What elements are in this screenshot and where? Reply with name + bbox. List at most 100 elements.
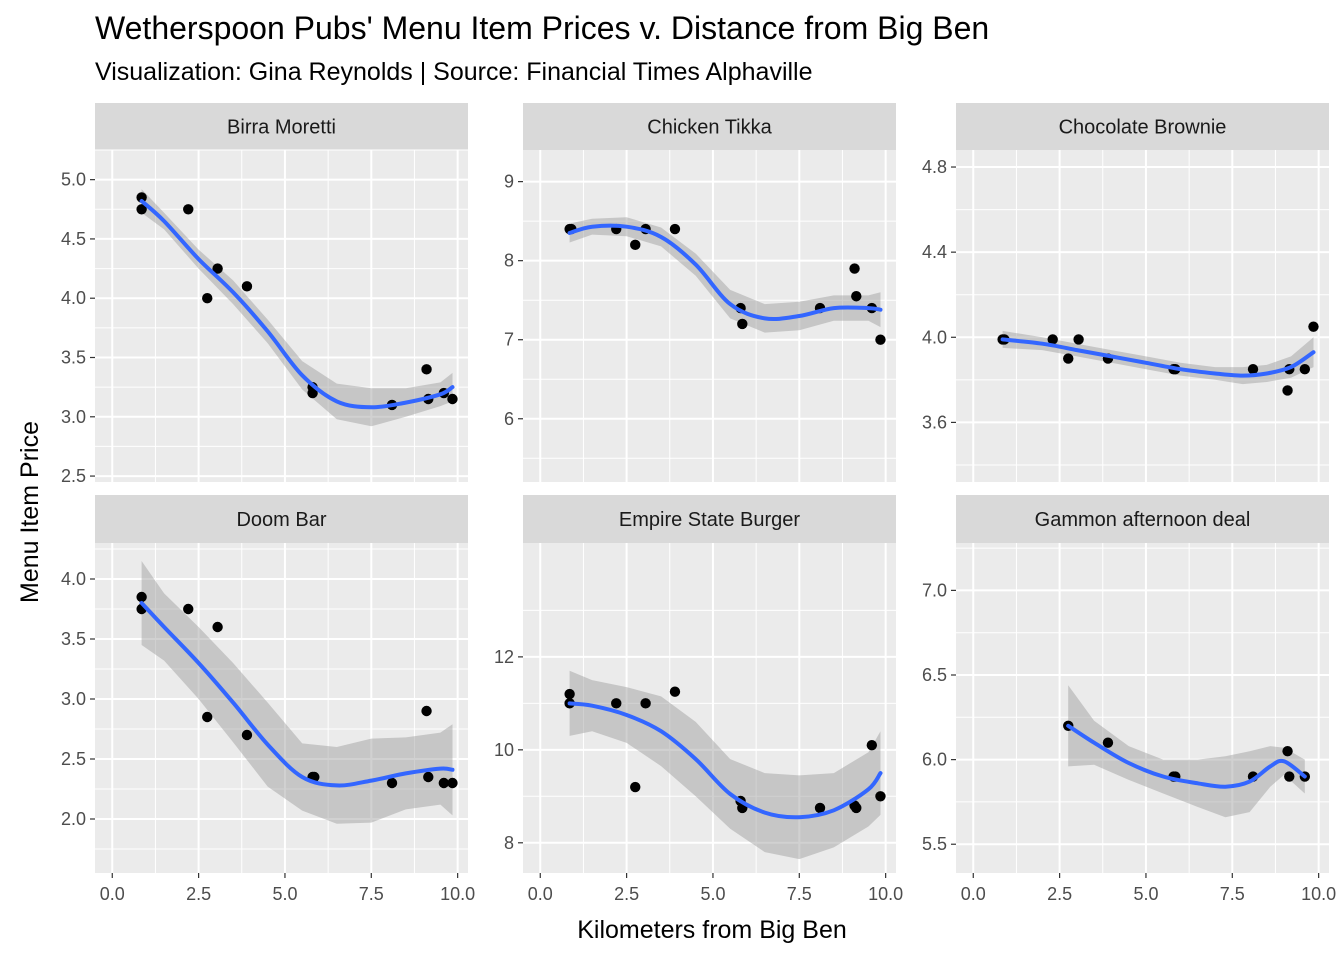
x-tick-label: 5.0 xyxy=(272,884,297,904)
data-point xyxy=(183,204,194,215)
data-point xyxy=(202,711,213,723)
y-tick-label: 4.8 xyxy=(922,157,947,177)
y-tick-label: 2.0 xyxy=(61,809,86,829)
y-tick-label: 4.0 xyxy=(61,569,86,589)
data-point xyxy=(669,223,681,235)
data-point xyxy=(1282,745,1293,757)
y-tick-label: 3.6 xyxy=(922,412,947,432)
smooth-line xyxy=(1000,337,1316,378)
confidence-band xyxy=(1002,330,1314,385)
facet-strip-label: Empire State Burger xyxy=(619,509,801,531)
data-point xyxy=(136,591,147,603)
y-tick-label: 6.5 xyxy=(922,665,947,685)
chart-title: Wetherspoon Pubs' Menu Item Prices v. Di… xyxy=(95,10,990,46)
x-tick-label: 0.0 xyxy=(100,884,125,904)
data-point xyxy=(564,688,575,700)
data-point xyxy=(1299,364,1311,375)
y-tick-label: 5.0 xyxy=(61,170,86,190)
x-tick-label: 7.5 xyxy=(1220,884,1245,904)
y-tick-label: 8 xyxy=(504,251,514,271)
facet-panel: Doom Bar 2.0 2.5 3.0 3.5 4.0 0.0 2.5 5.0 7.5 10.0 xyxy=(61,495,475,904)
data-point xyxy=(630,781,641,793)
x-tick-label: 7.5 xyxy=(787,884,812,904)
y-tick-label: 4.5 xyxy=(61,229,86,249)
data-point xyxy=(1073,334,1084,345)
x-tick-label: 0.0 xyxy=(961,884,986,904)
chart-subtitle: Visualization: Gina Reynolds | Source: F… xyxy=(95,58,813,86)
data-point xyxy=(307,387,318,399)
data-point xyxy=(447,777,458,789)
x-tick-label: 2.5 xyxy=(186,884,211,904)
data-point xyxy=(447,393,458,405)
data-point xyxy=(630,239,641,251)
data-point xyxy=(875,334,886,345)
data-point xyxy=(423,771,434,783)
data-point xyxy=(212,621,223,633)
data-point xyxy=(1047,334,1058,345)
data-point xyxy=(814,802,826,814)
panel-background xyxy=(95,150,468,482)
x-tick-label: 10.0 xyxy=(868,884,903,904)
x-axis-title: Kilometers from Big Ben xyxy=(577,916,847,944)
facet-strip-label: Chocolate Brownie xyxy=(1059,117,1227,139)
y-tick-label: 2.5 xyxy=(61,466,86,486)
data-point xyxy=(851,291,862,302)
y-tick-label: 3.5 xyxy=(61,629,86,649)
confidence-band xyxy=(569,670,881,860)
facet-strip-label: Chicken Tikka xyxy=(647,117,772,139)
data-point xyxy=(386,777,398,789)
y-tick-label: 3.0 xyxy=(61,407,86,427)
data-point xyxy=(241,281,253,292)
y-tick-label: 6 xyxy=(504,409,514,429)
facet-strip-label: Birra Moretti xyxy=(227,117,336,139)
y-tick-label: 12 xyxy=(494,647,514,667)
data-point xyxy=(212,263,223,274)
facet-panel: Chocolate Brownie 3.6 4.0 4.4 4.8 xyxy=(922,103,1329,482)
facet-strip xyxy=(523,495,896,543)
facet-strip xyxy=(95,103,468,150)
data-point xyxy=(1247,364,1259,375)
y-tick-label: 9 xyxy=(504,172,514,192)
data-point xyxy=(421,705,432,717)
panel-background xyxy=(523,543,896,873)
facet-panel: Birra Moretti 2.5 3.0 3.5 4.0 4.5 5.0 xyxy=(61,103,468,486)
x-tick-label: 2.5 xyxy=(1047,884,1072,904)
facet-strip-label: Doom Bar xyxy=(236,509,326,531)
x-tick-label: 10.0 xyxy=(440,884,475,904)
facet-strip xyxy=(523,103,896,150)
y-tick-label: 4.0 xyxy=(61,288,86,308)
y-tick-label: 4.4 xyxy=(922,242,947,262)
y-tick-label: 2.5 xyxy=(61,749,86,769)
y-tick-label: 3.5 xyxy=(61,348,86,368)
data-point xyxy=(669,686,681,697)
data-point xyxy=(1282,385,1293,396)
facet-panel: Chicken Tikka 6 7 8 9 xyxy=(504,103,896,482)
facet-strip xyxy=(956,103,1329,150)
smooth-line xyxy=(139,199,455,410)
data-point xyxy=(438,777,450,789)
y-tick-label: 3.0 xyxy=(61,689,86,709)
x-tick-label: 2.5 xyxy=(614,884,639,904)
x-tick-label: 0.0 xyxy=(528,884,553,904)
x-tick-label: 7.5 xyxy=(359,884,384,904)
x-tick-label: 5.0 xyxy=(700,884,725,904)
data-point xyxy=(1284,771,1295,782)
data-point xyxy=(1063,353,1074,364)
x-tick-label: 10.0 xyxy=(1301,884,1336,904)
data-point xyxy=(611,698,622,709)
y-tick-label: 7 xyxy=(504,330,514,350)
smooth-line xyxy=(567,701,883,820)
facet-panel: Empire State Burger 8 10 12 0.0 2.5 5.0 7.5 10.0 xyxy=(494,495,903,904)
data-point xyxy=(866,739,878,751)
smooth-line xyxy=(1066,723,1307,789)
data-point xyxy=(640,698,651,709)
data-point xyxy=(737,318,748,330)
confidence-band xyxy=(569,217,881,333)
smooth-line xyxy=(139,601,455,788)
facet-panel: Gammon afternoon deal 5.5 6.0 6.5 7.0 0.0 2.5 5… xyxy=(922,495,1336,904)
data-point xyxy=(136,204,147,215)
data-point xyxy=(202,293,213,304)
data-point xyxy=(851,802,862,814)
y-tick-label: 6.0 xyxy=(922,750,947,770)
